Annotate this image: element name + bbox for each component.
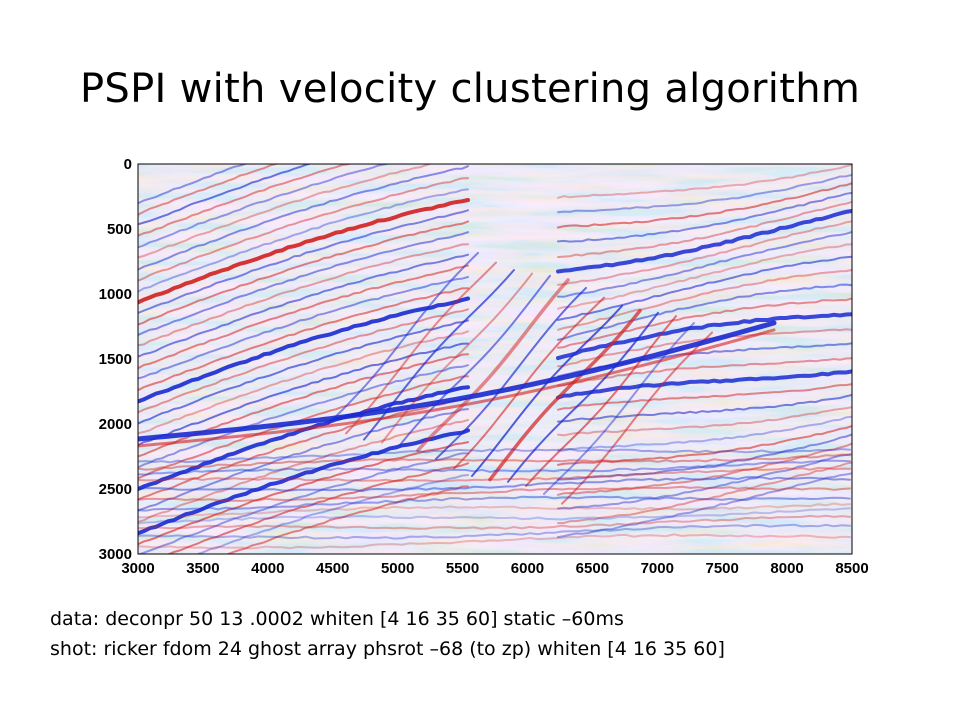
x-tick-label: 7000: [641, 560, 674, 577]
y-tick-label: 1000: [99, 286, 132, 303]
y-tick-label: 0: [124, 156, 132, 173]
x-tick-label: 4500: [316, 560, 349, 577]
x-tick-label: 5500: [446, 560, 479, 577]
caption-data-line: data: deconpr 50 13 .0002 whiten [4 16 3…: [50, 608, 624, 630]
caption-shot-line: shot: ricker fdom 24 ghost array phsrot …: [50, 638, 725, 660]
y-tick-label: 2500: [99, 481, 132, 498]
x-tick-label: 5000: [381, 560, 414, 577]
x-tick-label: 6500: [576, 560, 609, 577]
x-tick-label: 3000: [121, 560, 154, 577]
x-tick-label: 8000: [770, 560, 803, 577]
x-tick-label: 4000: [251, 560, 284, 577]
seismic-reflectors: [138, 101, 852, 589]
y-tick-label: 500: [107, 221, 132, 238]
y-tick-label: 1500: [99, 351, 132, 368]
x-tick-label: 8500: [835, 560, 868, 577]
y-tick-label: 2000: [99, 416, 132, 433]
x-tick-label: 7500: [705, 560, 738, 577]
x-tick-label: 6000: [511, 560, 544, 577]
x-tick-label: 3500: [186, 560, 219, 577]
x-axis: 3000 3500 4000 4500 5000 5500 6000 6500 7000 7500…: [121, 560, 868, 577]
